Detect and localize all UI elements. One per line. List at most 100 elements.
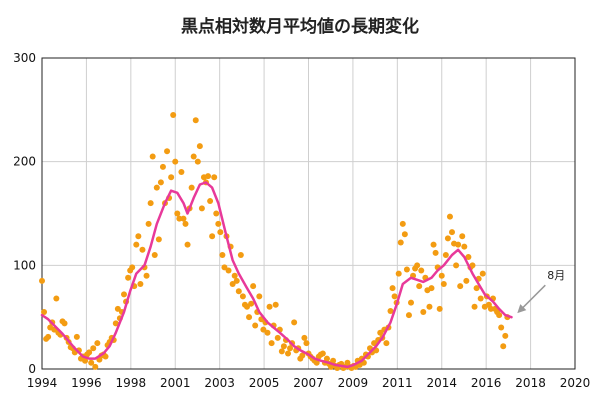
monthly-point [145,220,152,227]
monthly-point [496,312,503,319]
monthly-point [278,348,285,355]
monthly-point [444,235,451,242]
monthly-point [260,326,267,333]
monthly-point [137,280,144,287]
monthly-point [178,169,185,176]
monthly-point [256,293,263,300]
plot-frame [41,57,576,370]
monthly-point [377,329,384,336]
monthly-point [198,205,205,212]
annotation-arrow-head [517,304,527,314]
monthly-point [149,153,156,160]
monthly-point [291,319,298,326]
monthly-point [92,363,99,370]
monthly-point [94,340,101,347]
monthly-point [215,220,222,227]
annotation-arrow-shaft [520,284,546,310]
monthly-point [211,174,218,181]
monthly-point [196,143,203,150]
monthly-point [319,350,326,357]
monthly-point [252,322,259,329]
x-tick-label: 2005 [249,376,280,390]
monthly-point [53,295,60,302]
tick-labels: 1994 1996 1998 2001 2003 2005 2007 2009 2011 2014… [13,51,590,390]
monthly-point [301,334,308,341]
x-tick-label: 1998 [116,376,147,390]
x-tick-label: 2009 [338,376,369,390]
annotation-label: 8月 [547,269,565,282]
monthly-point [397,239,404,246]
monthly-point [487,305,494,312]
monthly-point [416,283,423,290]
monthly-point [330,357,337,364]
monthly-point [264,329,271,336]
monthly-point [420,308,427,315]
x-tick-label: 2016 [471,376,502,390]
monthly-point [268,340,275,347]
x-tick-label: 1996 [71,376,102,390]
monthly-point [389,285,396,292]
monthly-point [61,320,68,327]
monthly-point [383,340,390,347]
monthly-point [250,283,257,290]
monthly-point [39,277,45,284]
monthly-point [192,117,199,124]
y-tick-label: 300 [13,51,36,65]
monthly-point [459,233,466,240]
monthly-point [121,291,127,298]
y-tick-label: 0 [28,362,36,376]
monthly-point [164,148,171,155]
monthly-point [133,241,140,248]
monthly-point [401,231,408,238]
axes-layer [41,57,576,370]
monthly-point [299,352,306,359]
monthly-point [446,213,453,220]
x-tick-label: 2011 [382,376,413,390]
monthly-point [244,303,250,310]
x-tick-label: 2014 [426,376,457,390]
monthly-point [461,243,468,250]
monthly-point [90,345,97,352]
monthly-point [246,314,253,321]
monthly-point [498,324,505,331]
monthly-point [457,283,464,290]
monthly-point [274,334,281,341]
monthly-point [147,200,154,207]
monthly-points [39,112,511,371]
monthly-point [477,295,484,302]
monthly-point [86,349,93,356]
monthly-point [225,267,232,274]
monthly-point [129,264,136,271]
chart-title: 黒点相対数月平均値の長期変化 [181,17,419,37]
monthly-point [502,332,509,339]
monthly-point [207,198,214,205]
monthly-point [399,220,406,227]
monthly-point [143,272,150,279]
monthly-point [323,355,330,362]
monthly-point [395,270,402,277]
monthly-point [428,285,435,292]
monthly-point [449,229,455,236]
monthly-point [248,300,255,307]
monthly-point [213,210,220,217]
monthly-point [229,280,236,287]
monthly-point [418,267,425,274]
monthly-point [125,274,132,281]
monthly-point [391,293,398,300]
y-tick-label: 100 [13,258,36,272]
monthly-point [235,288,242,295]
monthly-point [82,357,89,364]
monthly-point [442,251,449,258]
monthly-point [479,270,486,277]
monthly-point [237,251,244,258]
monthly-point [432,249,439,256]
monthly-point [153,184,160,191]
monthly-point [469,262,476,269]
monthly-point [41,308,48,315]
monthly-point [403,266,410,273]
monthly-point [190,153,197,160]
monthly-point [465,254,472,261]
monthly-point [285,350,291,357]
monthly-point [151,251,158,258]
monthly-point [231,272,238,279]
